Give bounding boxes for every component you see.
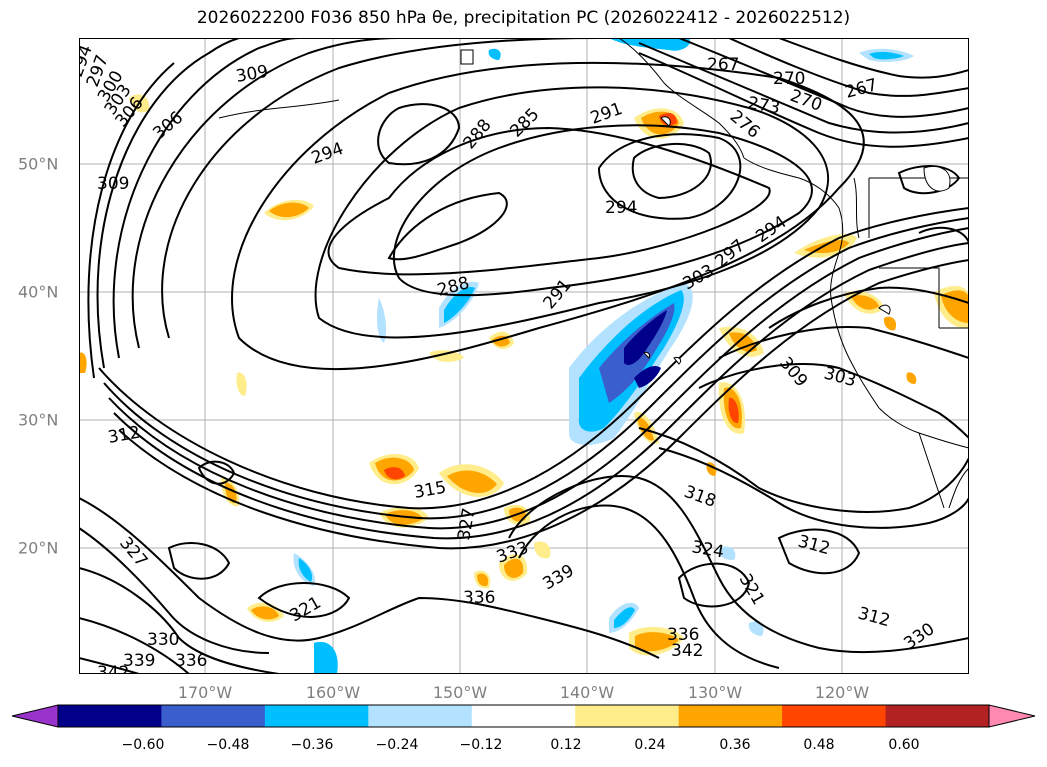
colorbar <box>11 704 1036 728</box>
graticule <box>79 38 969 674</box>
contour-label: 270 <box>773 69 805 89</box>
contour-label: 309 <box>97 174 129 194</box>
contour-label: 336 <box>463 588 495 608</box>
contour-label: 309 <box>775 353 811 391</box>
map-title: 2026022200 F036 850 hPa θe, precipitatio… <box>196 8 851 28</box>
lon-label-140w: 140°W <box>559 683 615 702</box>
colorbar-segment <box>161 705 266 727</box>
map-panel: 294 297 300 303 306 306 309 309 288 285 … <box>79 38 969 674</box>
colorbar-tick-label: 0.60 <box>888 737 920 753</box>
lat-label-30n: 30°N <box>18 410 59 430</box>
islands <box>460 49 951 365</box>
colorbar-segment <box>471 705 576 727</box>
lat-label-40n: 40°N <box>18 282 59 302</box>
contour-label: 273 <box>746 93 781 118</box>
colorbar-tick-label: −0.60 <box>121 737 165 753</box>
colorbar-tick-label: −0.36 <box>290 737 334 753</box>
contour-label: 336 <box>175 651 207 671</box>
lat-label-20n: 20°N <box>18 538 59 558</box>
contour-label: 267 <box>843 75 880 103</box>
contour-label: 267 <box>707 55 739 75</box>
contour-label: 303 <box>822 364 859 392</box>
colorbar-tick-label: −0.48 <box>206 737 250 753</box>
contour-label: 309 <box>234 62 269 87</box>
colorbar-border <box>57 704 990 728</box>
contour-label: 291 <box>588 99 625 129</box>
contour-label: 324 <box>690 537 725 562</box>
lon-label-130w: 130°W <box>687 683 743 702</box>
colorbar-tick-label: 0.12 <box>550 737 582 753</box>
theta-e-contours <box>79 38 969 674</box>
contour-label: 306 <box>149 108 187 144</box>
lon-label-120w: 120°W <box>814 683 870 702</box>
contour-label: 312 <box>856 604 893 632</box>
map-canvas: 294 297 300 303 306 306 309 309 288 285 … <box>79 38 969 674</box>
colorbar-tick-label: 0.24 <box>634 737 666 753</box>
colorbar-tick-label: −0.12 <box>459 737 503 753</box>
colorbar-tick-label: −0.24 <box>375 737 419 753</box>
colorbar-segment <box>678 705 783 727</box>
colorbar-segment <box>58 705 162 727</box>
contour-label: 270 <box>787 86 824 116</box>
contour-label: 336 <box>667 625 699 645</box>
contour-label: 312 <box>796 532 833 560</box>
colorbar-segments <box>11 704 1036 728</box>
colorbar-segment <box>575 705 680 727</box>
lon-label-160w: 160°W <box>305 683 361 702</box>
colorbar-tick-label: 0.48 <box>803 737 835 753</box>
colorbar-extend-high <box>988 704 1036 728</box>
contour-label: 330 <box>147 630 179 650</box>
lon-label-150w: 150°W <box>432 683 488 702</box>
contour-label: 342 <box>97 663 129 674</box>
coastlines <box>218 38 969 509</box>
lon-label-170w: 170°W <box>177 683 233 702</box>
contour-label: 342 <box>671 641 703 661</box>
colorbar-segment <box>782 705 886 727</box>
contour-label: 315 <box>412 478 447 503</box>
contour-label: 321 <box>287 593 325 627</box>
contour-label: 291 <box>540 275 576 313</box>
contour-label: 288 <box>460 115 496 153</box>
colorbar-segment <box>368 705 473 727</box>
colorbar-extend-low <box>11 704 59 728</box>
colorbar-segment <box>885 705 990 727</box>
contour-label: 318 <box>681 482 718 512</box>
contour-label: 321 <box>735 571 769 609</box>
lat-label-50n: 50°N <box>18 154 59 174</box>
contour-label: 327 <box>115 533 151 571</box>
contour-label: 339 <box>123 651 155 671</box>
colorbar-segment <box>264 705 369 727</box>
contour-label: 294 <box>605 198 637 218</box>
contour-label: 339 <box>540 561 578 595</box>
colorbar-tick-label: 0.36 <box>719 737 751 753</box>
